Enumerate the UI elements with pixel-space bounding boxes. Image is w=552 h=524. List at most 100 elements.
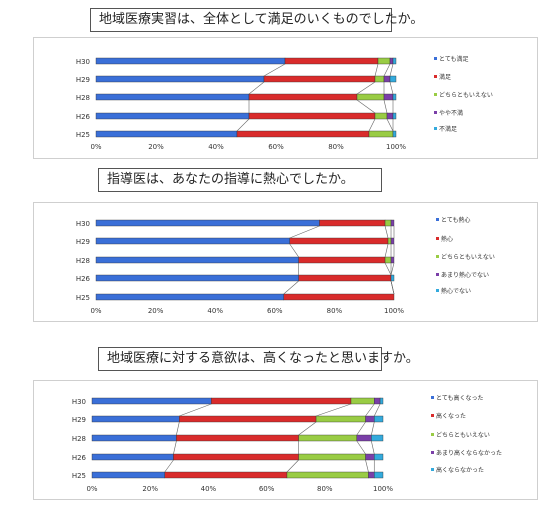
legend-label: 熱心 xyxy=(441,235,453,243)
bar-segment xyxy=(350,397,375,405)
bar-segment xyxy=(392,93,397,101)
legend-swatch xyxy=(431,451,434,454)
category-label: H30 xyxy=(76,58,90,66)
series-connector-line xyxy=(365,403,375,417)
chart-panel-2: H30 H29 H28 H26 H25 0% 20% 40% 60% 80% 100% とても熱心 熱心… xyxy=(33,202,538,322)
series-connector-line xyxy=(283,280,299,295)
series-connector-line xyxy=(371,440,375,455)
bar-segment xyxy=(286,471,369,479)
bar-segment xyxy=(95,293,284,301)
series-connector-line xyxy=(374,403,381,417)
legend-swatch xyxy=(436,237,439,240)
bar-segment xyxy=(95,93,250,101)
bar-segment xyxy=(377,57,391,65)
series-connector-line xyxy=(356,421,366,436)
x-tick-label: 100% xyxy=(384,307,404,315)
x-tick-label: 0% xyxy=(90,307,101,315)
x-tick-label: 40% xyxy=(201,485,217,493)
bar-segment xyxy=(319,219,386,227)
series-connector-line xyxy=(383,63,391,77)
legend-label: とても高くなった xyxy=(436,394,484,402)
bar-segment xyxy=(289,237,389,245)
bar-segment xyxy=(95,75,265,83)
x-tick-label: 80% xyxy=(317,485,333,493)
bar-segment xyxy=(371,434,384,442)
x-tick-label: 80% xyxy=(328,143,344,151)
legend-label: 高くならなかった xyxy=(436,466,484,474)
series-connector-line xyxy=(384,243,389,258)
bar-segment xyxy=(283,293,395,301)
series-connector-line xyxy=(389,63,394,77)
chart-panel-1: H30 H29 H28 H26 H25 0% 20% 40% 60% 80% 100% とても満足 満足… xyxy=(33,37,538,159)
bar-segment xyxy=(389,75,397,83)
bar-segment xyxy=(298,256,386,264)
series-connector-line xyxy=(384,262,392,276)
category-label: H29 xyxy=(76,238,90,246)
bar-segment xyxy=(374,75,385,83)
bar-segment xyxy=(95,237,290,245)
legend-swatch xyxy=(434,111,437,114)
x-tick-label: 20% xyxy=(142,485,158,493)
category-label: H25 xyxy=(72,472,86,480)
bar-segment xyxy=(284,57,379,65)
question-title-3: 地域医療に対する意欲は、高くなったと思いますか。 xyxy=(98,347,419,371)
category-label: H29 xyxy=(72,416,86,424)
legend-label: やや不満 xyxy=(439,109,463,117)
bar-segment xyxy=(390,274,395,282)
legend-swatch xyxy=(436,218,439,221)
question-title-2: 指導医は、あなたの指導に熱心でしたか。 xyxy=(98,168,382,192)
bar-segment xyxy=(95,219,320,227)
series-connector-line xyxy=(263,63,286,77)
series-connector-line xyxy=(289,225,320,239)
legend-swatch xyxy=(431,414,434,417)
bar-segment xyxy=(95,274,299,282)
question-title-1: 地域医療実習は、全体として満足のいくものでしたか。 xyxy=(90,8,423,32)
bar-segment xyxy=(91,434,177,442)
bar-segment xyxy=(387,237,392,245)
bar-segment xyxy=(356,93,385,101)
legend-swatch xyxy=(434,93,437,96)
bar-segment xyxy=(91,453,174,461)
bar-segment xyxy=(390,219,395,227)
legend-label: あまり高くならなかった xyxy=(436,449,502,457)
legend-swatch xyxy=(431,433,434,436)
x-tick-label: 60% xyxy=(259,485,275,493)
series-connector-line xyxy=(356,81,376,95)
bar-segment xyxy=(390,237,395,245)
series-connector-line xyxy=(356,440,366,455)
legend-label: とても満足 xyxy=(439,55,469,63)
legend-label: 不満足 xyxy=(439,125,457,133)
bar-segment xyxy=(374,112,388,120)
legend-swatch xyxy=(436,273,439,276)
series-connector-line xyxy=(365,459,369,473)
bar-segment xyxy=(390,256,395,264)
x-tick-label: 80% xyxy=(327,307,343,315)
series-connector-line xyxy=(176,421,180,436)
bar-segment xyxy=(374,397,381,405)
legend-swatch xyxy=(431,468,434,471)
bar-segment xyxy=(386,112,394,120)
series-connector-line xyxy=(289,243,299,258)
bar-segment xyxy=(384,256,392,264)
bar-segment xyxy=(91,471,165,479)
bar-segment xyxy=(91,415,180,423)
x-tick-label: 100% xyxy=(373,485,393,493)
legend-label: どちらともいえない xyxy=(441,253,495,261)
bar-segment xyxy=(383,93,394,101)
legend-swatch xyxy=(431,396,434,399)
series-connector-line xyxy=(236,118,250,132)
bar-segment xyxy=(95,112,250,120)
bar-segment xyxy=(374,471,384,479)
category-label: H28 xyxy=(76,257,90,265)
bar-segment xyxy=(298,434,358,442)
series-connector-line xyxy=(368,118,376,132)
bar-segment xyxy=(263,75,376,83)
bar-segment xyxy=(248,112,376,120)
legend-label: 高くなった xyxy=(436,412,466,420)
category-label: H29 xyxy=(76,76,90,84)
legend-swatch xyxy=(434,75,437,78)
category-label: H25 xyxy=(76,294,90,302)
x-tick-label: 20% xyxy=(148,307,164,315)
series-connector-line xyxy=(386,118,394,132)
